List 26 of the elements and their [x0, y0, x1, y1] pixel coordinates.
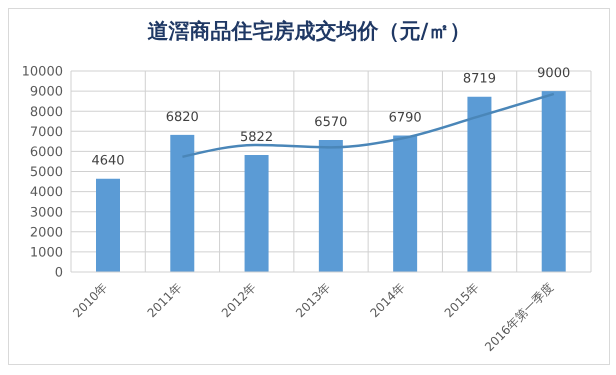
y-tick-label: 0 [54, 266, 63, 281]
data-label: 5822 [240, 130, 274, 145]
y-tick-label: 1000 [30, 246, 63, 261]
bar [393, 136, 418, 272]
chart-title: 道滘商品住宅房成交均价（元/㎡） [146, 18, 472, 45]
data-label: 9000 [537, 66, 570, 82]
data-label: 8719 [462, 72, 496, 87]
bar [96, 178, 120, 272]
data-label: 6790 [388, 110, 422, 126]
y-tick-label: 9000 [30, 84, 63, 100]
y-tick-label: 5000 [30, 165, 63, 180]
y-tick-label: 6000 [30, 145, 63, 160]
data-label: 4640 [91, 154, 125, 169]
y-tick-label: 3000 [30, 205, 63, 220]
y-tick-label: 2000 [30, 225, 63, 240]
bar [244, 154, 269, 272]
y-tick-label: 8000 [30, 104, 63, 120]
data-label: 6820 [166, 110, 199, 125]
y-tick-label: 10000 [22, 64, 63, 80]
data-label: 6570 [314, 114, 348, 130]
y-tick-label: 7000 [30, 124, 63, 140]
bar [170, 134, 194, 272]
bar [318, 140, 343, 272]
bar [542, 91, 566, 272]
bar [467, 96, 492, 272]
y-tick-label: 4000 [30, 185, 63, 200]
